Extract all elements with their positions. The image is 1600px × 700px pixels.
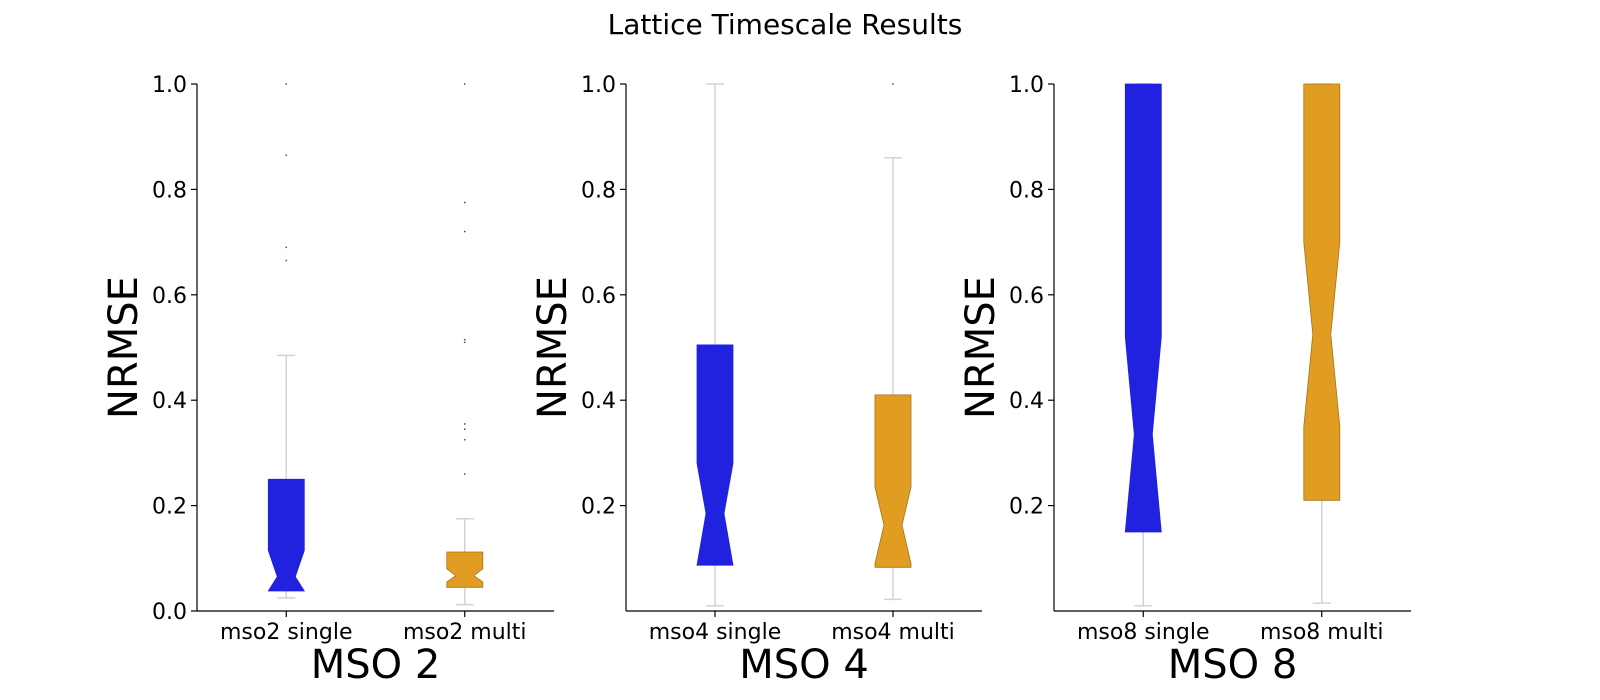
outlier-point [285, 246, 288, 249]
y-tick-label: 0.2 [581, 495, 616, 520]
outlier-point [285, 259, 288, 262]
box-mso4-single [696, 344, 734, 566]
x-tick-label: mso2 multi [403, 620, 527, 645]
box-mso2-single [267, 478, 306, 592]
y-tick-label: 0.6 [1009, 284, 1044, 309]
x-axis-title: MSO 4 [739, 642, 869, 688]
box-mso2-multi [446, 551, 484, 588]
y-tick-label: 0.4 [1009, 389, 1044, 414]
outlier-point [463, 230, 466, 233]
x-tick-label: mso4 multi [831, 620, 955, 645]
x-tick-label: mso8 multi [1260, 620, 1384, 645]
y-tick-label: 0.6 [152, 284, 187, 309]
outlier-point [463, 438, 466, 441]
figure-title: Lattice Timescale Results [607, 8, 963, 41]
outlier-point [463, 423, 466, 425]
box-mso4-multi [874, 394, 912, 568]
y-tick-label: 0.8 [152, 178, 187, 203]
x-axis-title: MSO 8 [1168, 642, 1298, 688]
outlier-point [892, 83, 894, 85]
y-tick-label: 0.4 [152, 389, 187, 414]
x-tick-label: mso4 single [649, 620, 781, 645]
y-tick-label: 0.8 [1009, 178, 1044, 203]
outlier-point [463, 338, 466, 341]
x-tick-label: mso8 single [1077, 620, 1209, 645]
y-tick-label: 0.8 [581, 178, 616, 203]
outlier-point [285, 154, 288, 157]
y-tick-label: 0.2 [152, 495, 187, 520]
box-mso8-single [1124, 83, 1162, 533]
x-tick-label: mso2 single [220, 620, 352, 645]
box-mso8-multi [1303, 83, 1341, 501]
y-tick-label: 0.2 [1009, 495, 1044, 520]
x-axis-title: MSO 2 [311, 642, 441, 688]
y-tick-label: 0.4 [581, 389, 616, 414]
y-axis-title: NRMSE [530, 276, 576, 419]
y-tick-label: 1.0 [152, 73, 187, 98]
outlier-point [463, 341, 466, 344]
y-axis-title: NRMSE [958, 276, 1004, 419]
outlier-point [463, 201, 466, 204]
outlier-point [463, 83, 466, 85]
y-tick-label: 0.6 [581, 284, 616, 309]
outlier-point [285, 83, 288, 85]
y-tick-label: 1.0 [581, 73, 616, 98]
outlier-point [463, 428, 466, 431]
y-tick-label: 1.0 [1009, 73, 1044, 98]
y-axis-title: NRMSE [101, 276, 147, 419]
outlier-point [463, 473, 466, 475]
y-tick-label: 0.0 [152, 600, 187, 625]
